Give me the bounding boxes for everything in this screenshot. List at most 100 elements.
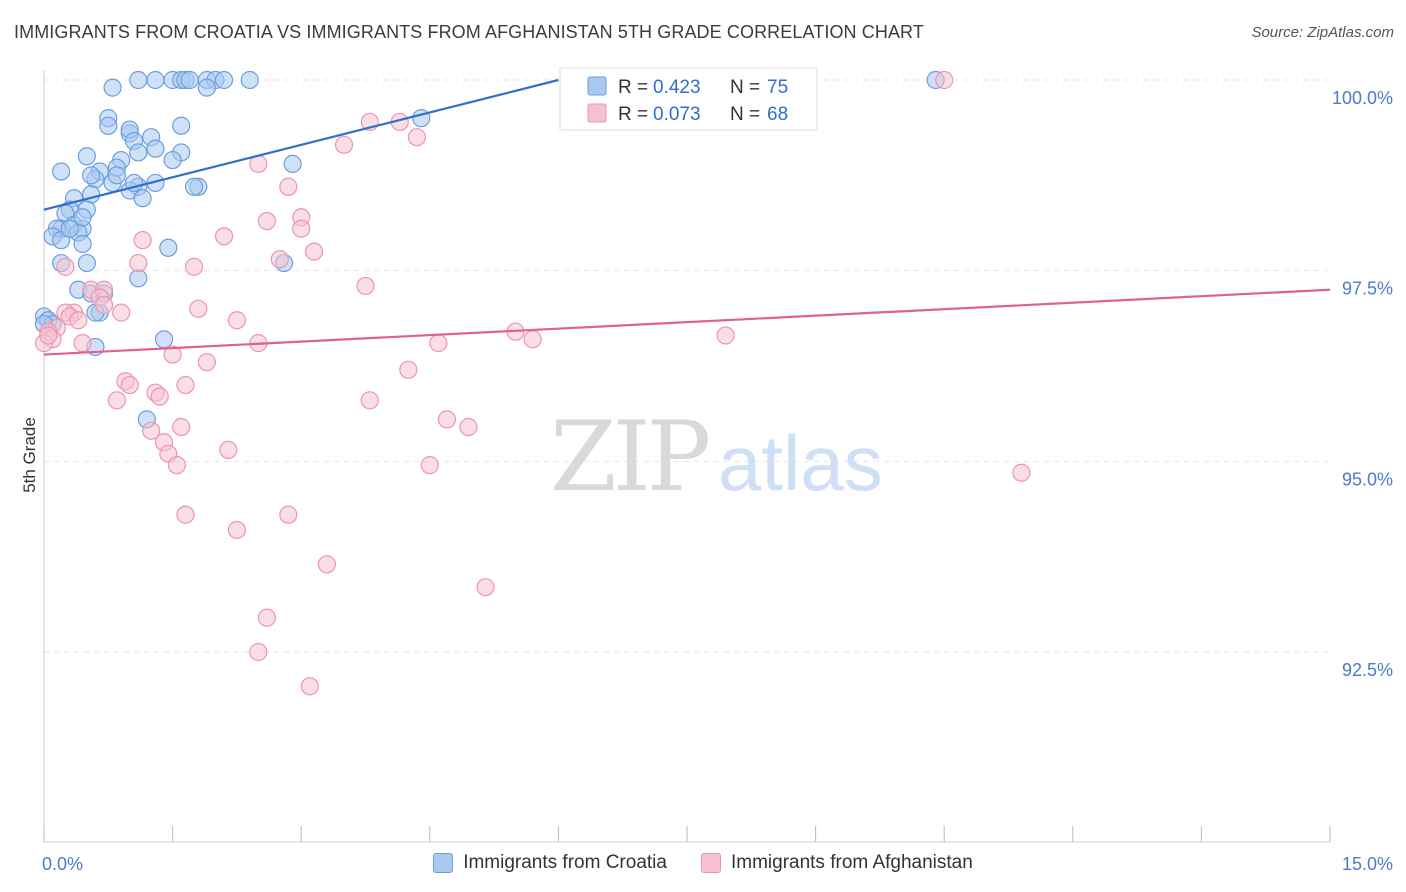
point-series-1-11 <box>214 227 234 246</box>
point-series-1-1 <box>935 70 954 90</box>
point-series-1-18 <box>356 276 375 296</box>
point-series-0-28 <box>77 147 96 166</box>
trend-line-series-1 <box>43 288 1331 356</box>
point-series-1-59 <box>420 456 439 475</box>
point-series-1-13 <box>304 242 324 261</box>
point-series-1-23 <box>112 303 131 322</box>
point-series-0-54 <box>77 253 96 273</box>
axes <box>43 70 1331 843</box>
legend-swatch-afghanistan <box>700 853 721 873</box>
point-series-0-8 <box>214 70 234 90</box>
y-tick-label-1: 97.5% <box>1342 279 1393 299</box>
point-series-1-24 <box>189 299 208 318</box>
watermark: ZIP atlas <box>550 401 883 513</box>
point-series-0-15 <box>99 116 118 135</box>
trend-line-series-0 <box>43 78 559 211</box>
legend-item-afghanistan[interactable]: Immigrants from Afghanistan <box>700 852 973 874</box>
x-tick-max: 15.0% <box>1342 854 1393 874</box>
point-series-1-39 <box>523 330 542 349</box>
point-series-0-18 <box>172 116 191 135</box>
point-series-1-57 <box>219 440 238 459</box>
point-series-0-13 <box>197 78 216 97</box>
point-series-1-41 <box>163 345 182 364</box>
point-series-1-17 <box>184 257 204 276</box>
point-series-0-73 <box>73 208 92 227</box>
stats-n-label-afghanistan: N = <box>730 104 760 125</box>
point-series-0-52 <box>73 234 92 254</box>
point-series-0-22 <box>129 143 148 162</box>
point-series-1-16 <box>129 253 148 273</box>
point-series-1-10 <box>292 219 311 238</box>
point-series-1-68 <box>300 677 319 696</box>
point-series-0-0 <box>129 70 148 90</box>
point-series-1-42 <box>197 353 216 372</box>
stats-legend: R = 0.423 N = 75 R = 0.073 N = 68 <box>559 67 818 131</box>
point-series-1-67 <box>249 642 268 662</box>
chart-title: IMMIGRANTS FROM CROATIA VS IMMIGRANTS FR… <box>14 22 924 42</box>
stats-r-label-croatia: R = <box>618 77 648 98</box>
point-series-1-45 <box>120 375 139 395</box>
point-series-1-51 <box>437 410 457 429</box>
legend-swatch-croatia <box>433 853 454 873</box>
point-series-1-43 <box>399 360 418 379</box>
point-series-1-50 <box>360 391 379 410</box>
stats-swatch-croatia <box>587 76 607 96</box>
y-tick-label-3: 92.5% <box>1342 660 1393 680</box>
point-series-1-60 <box>1012 463 1031 482</box>
point-series-0-29 <box>52 162 71 181</box>
stats-swatch-afghanistan <box>587 103 607 123</box>
y-tick-labels: 100.0% 97.5% 95.0% 92.5% <box>1332 88 1393 680</box>
point-series-1-64 <box>317 555 337 574</box>
stats-n-value-croatia: 75 <box>767 77 788 98</box>
point-series-0-33 <box>82 166 101 185</box>
point-series-1-52 <box>459 417 478 437</box>
stats-r-label-afghanistan: R = <box>618 104 648 125</box>
point-series-1-53 <box>172 417 191 437</box>
point-series-1-7 <box>279 177 298 196</box>
stats-n-value-afghanistan: 68 <box>767 104 788 125</box>
point-series-0-72 <box>60 219 79 238</box>
legend-label-croatia: Immigrants from Croatia <box>463 852 667 873</box>
point-series-0-38 <box>283 154 302 173</box>
point-series-0-70 <box>184 177 204 196</box>
stats-n-label-croatia: N = <box>730 77 760 98</box>
point-series-1-40 <box>716 326 735 345</box>
legend-label-afghanistan: Immigrants from Afghanistan <box>730 852 973 873</box>
point-series-1-46 <box>176 375 195 395</box>
point-series-1-33 <box>73 334 92 353</box>
point-series-1-61 <box>176 505 195 524</box>
point-series-1-28 <box>69 311 88 330</box>
point-series-1-62 <box>279 505 298 524</box>
point-series-0-53 <box>159 238 178 257</box>
point-series-1-15 <box>56 257 75 276</box>
point-series-0-57 <box>129 269 148 288</box>
point-series-0-44 <box>133 189 152 208</box>
series-legend: Immigrants from Croatia Immigrants from … <box>0 852 1406 874</box>
point-series-0-9 <box>240 70 259 90</box>
point-series-1-14 <box>270 250 289 269</box>
point-series-0-71 <box>107 166 126 185</box>
legend-item-croatia[interactable]: Immigrants from Croatia <box>433 852 667 874</box>
point-series-1-58 <box>167 456 186 475</box>
stats-r-value-afghanistan: 0.073 <box>653 104 701 125</box>
point-series-1-12 <box>133 231 152 250</box>
point-series-1-63 <box>227 520 246 540</box>
y-tick-label-0: 100.0% <box>1332 88 1393 108</box>
point-series-1-49 <box>107 391 126 410</box>
gridlines <box>44 79 1330 653</box>
point-series-1-37 <box>429 334 448 353</box>
stats-r-value-croatia: 0.423 <box>653 77 701 98</box>
x-tick-min: 0.0% <box>42 854 83 874</box>
y-axis-label: 5th Grade <box>20 417 39 493</box>
point-series-0-25 <box>163 150 182 170</box>
point-series-0-65 <box>154 330 174 349</box>
point-series-1-34 <box>39 326 58 345</box>
point-series-1-66 <box>257 608 277 627</box>
point-series-1-35 <box>227 311 246 330</box>
point-series-1-5 <box>334 135 354 154</box>
watermark-zip: ZIP <box>550 401 709 513</box>
point-series-0-1 <box>146 70 165 90</box>
point-series-1-22 <box>94 295 114 315</box>
point-series-0-23 <box>146 139 165 158</box>
